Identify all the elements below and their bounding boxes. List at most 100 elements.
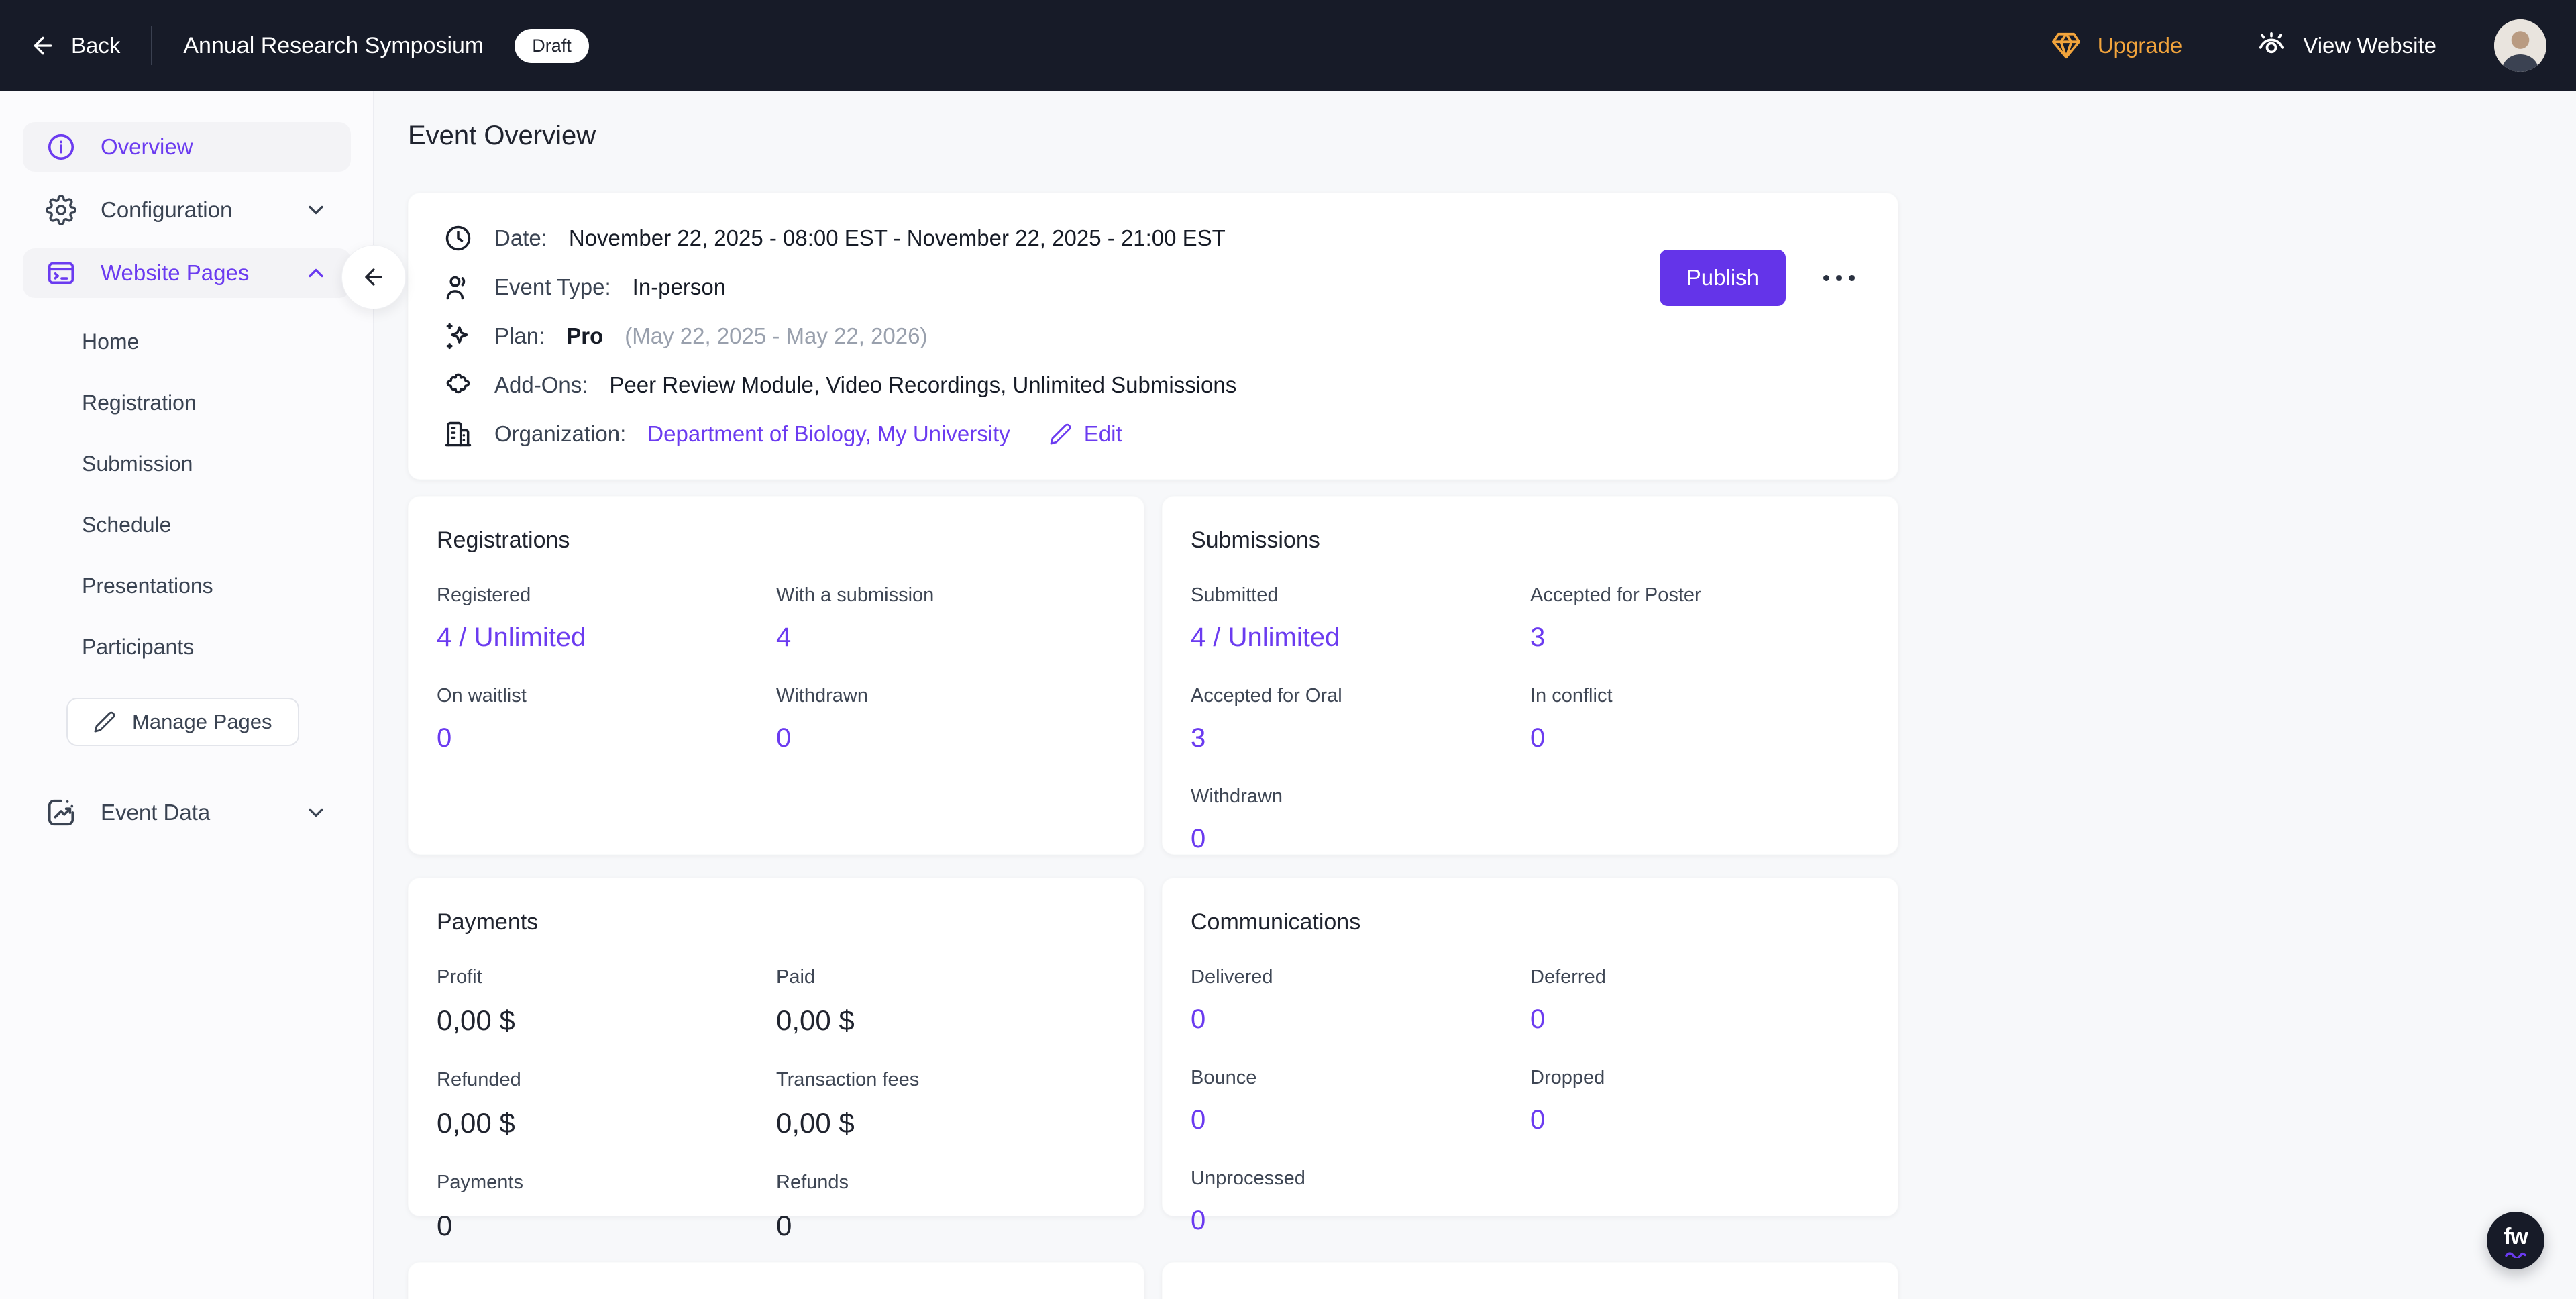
chevron-down-icon — [309, 205, 323, 215]
addons-label: Add-Ons: — [494, 372, 588, 397]
stat-value: 0,00 $ — [437, 1004, 515, 1036]
stat-value: 0,00 $ — [776, 1107, 855, 1139]
sparkles-icon — [446, 323, 468, 350]
stat-value-link[interactable]: 0 — [1530, 1105, 1546, 1135]
event-type-value: In-person — [632, 274, 727, 299]
stat-accepted-poster: Accepted for Poster 3 — [1530, 584, 1701, 652]
stat-value: 0 — [437, 1210, 453, 1241]
back-label: Back — [71, 33, 121, 58]
stat-grid: Profit 0,00 $ Paid 0,00 $ Refunded 0,00 … — [437, 966, 1116, 1242]
sidebar-item-label: Event Data — [101, 800, 211, 825]
addon-burst-icon — [446, 373, 470, 394]
sidebar-subitem-schedule[interactable]: Schedule — [82, 513, 172, 537]
sidebar-subitem-participants[interactable]: Participants — [82, 635, 195, 659]
stat-transaction-fees: Transaction fees 0,00 $ — [776, 1069, 920, 1139]
addons-value: Peer Review Module, Video Recordings, Un… — [609, 372, 1237, 397]
logo-squiggle-icon — [2505, 1251, 2526, 1258]
topbar-divider — [151, 26, 153, 65]
gem-icon — [2051, 32, 2080, 59]
stat-value-link[interactable]: 4 / Unlimited — [1191, 623, 1340, 652]
gear-icon — [46, 195, 76, 225]
sidebar-item-overview[interactable]: Overview — [23, 122, 351, 172]
clock-icon — [445, 225, 471, 251]
back-button[interactable]: Back — [30, 32, 120, 59]
chevron-up-icon — [309, 268, 323, 278]
manage-pages-button[interactable]: Manage Pages — [66, 698, 299, 746]
stat-value-link[interactable]: 3 — [1191, 723, 1206, 753]
sidebar-subitem-registration[interactable]: Registration — [82, 391, 197, 415]
stat-value-link[interactable]: 0 — [1191, 1105, 1206, 1135]
date-label: Date: — [494, 225, 547, 250]
data-icon — [48, 799, 74, 826]
pencil-icon — [1050, 423, 1071, 445]
stat-refunds-count: Refunds 0 — [776, 1172, 849, 1241]
ellipsis-icon — [1823, 274, 1829, 281]
avatar-person-icon — [2494, 19, 2546, 72]
submissions-card: Submissions Submitted 4 / Unlimited Acce… — [1162, 496, 1898, 855]
stat-value-link[interactable]: 0 — [776, 723, 792, 753]
sidebar-item-event-data[interactable]: Event Data — [23, 788, 351, 837]
plan-period: (May 22, 2025 - May 22, 2026) — [625, 323, 928, 348]
fourwaves-fab-button[interactable]: fw — [2487, 1212, 2544, 1269]
stat-grid: Delivered 0 Deferred 0 Bounce 0 Dropped … — [1191, 966, 1870, 1236]
manage-pages-label: Manage Pages — [132, 710, 272, 733]
stat-value-link[interactable]: 4 / Unlimited — [437, 623, 586, 652]
sidebar-item-label: Overview — [101, 134, 193, 159]
edit-organization-button[interactable]: Edit — [1049, 421, 1122, 447]
main-content: Event Overview Date: November 22, 2025 -… — [374, 91, 2576, 1299]
stat-value-link[interactable]: 3 — [1530, 623, 1546, 652]
avatar[interactable] — [2494, 19, 2546, 72]
organization-link[interactable]: Department of Biology, My University — [647, 421, 1010, 446]
more-options-button[interactable] — [1815, 267, 1863, 289]
view-website-button[interactable]: View Website — [2256, 30, 2436, 61]
chevron-down-icon — [309, 808, 323, 817]
stat-value: 0,00 $ — [776, 1004, 855, 1036]
stat-value-link[interactable]: 0 — [1530, 723, 1546, 753]
stat-in-conflict: In conflict 0 — [1530, 685, 1613, 753]
card-title: Registrations — [437, 527, 570, 553]
edit-label: Edit — [1083, 421, 1122, 446]
stat-unprocessed: Unprocessed 0 — [1191, 1167, 1305, 1235]
sidebar-item-configuration[interactable]: Configuration — [23, 185, 351, 235]
stat-deferred: Deferred 0 — [1530, 966, 1606, 1034]
plan-row: Plan: Pro (May 22, 2025 - May 22, 2026) — [443, 321, 1660, 352]
stats-row-1: Registrations Registered 4 / Unlimited W… — [408, 496, 1898, 855]
sidebar-subitem-presentations[interactable]: Presentations — [82, 574, 213, 598]
registrations-card: Registrations Registered 4 / Unlimited W… — [408, 496, 1144, 855]
upgrade-label: Upgrade — [2097, 33, 2183, 58]
back-arrow-icon — [34, 36, 52, 55]
fourwaves-logo: fw — [2504, 1223, 2528, 1249]
publish-button[interactable]: Publish — [1659, 250, 1786, 306]
partial-card-right — [1162, 1262, 1898, 1299]
sidebar-subitem-home[interactable]: Home — [82, 329, 140, 354]
stat-value-link[interactable]: 4 — [776, 623, 792, 652]
stat-value-link[interactable]: 0 — [437, 723, 452, 753]
event-type-label: Event Type: — [494, 274, 611, 299]
card-title: Payments — [437, 909, 539, 935]
stat-delivered: Delivered 0 — [1191, 966, 1273, 1034]
stat-registered: Registered 4 / Unlimited — [437, 584, 586, 652]
date-row: Date: November 22, 2025 - 08:00 EST - No… — [443, 223, 1660, 254]
browser-icon — [48, 262, 74, 284]
stat-value-link[interactable]: 0 — [1191, 1206, 1206, 1235]
pencil-icon — [94, 711, 115, 733]
person-icon — [446, 276, 466, 300]
sidebar-collapse-button[interactable] — [341, 245, 406, 309]
stat-submitted: Submitted 4 / Unlimited — [1191, 584, 1340, 652]
plan-label: Plan: — [494, 323, 545, 348]
upgrade-button[interactable]: Upgrade — [2051, 30, 2183, 61]
top-bar: Back Annual Research Symposium Draft Upg… — [0, 0, 2576, 91]
ellipsis-icon — [1836, 274, 1842, 281]
stat-withdrawn: Withdrawn 0 — [1191, 786, 1283, 853]
ellipsis-icon — [1849, 274, 1855, 281]
stats-row-3 — [408, 1262, 1898, 1299]
stat-refunded: Refunded 0,00 $ — [437, 1069, 521, 1139]
stat-paid: Paid 0,00 $ — [776, 966, 855, 1036]
stat-value-link[interactable]: 0 — [1191, 1004, 1206, 1034]
sidebar-item-website-pages[interactable]: Website Pages — [23, 248, 351, 298]
stat-value-link[interactable]: 0 — [1530, 1004, 1546, 1034]
sidebar: Overview Configuration Website Pages Hom… — [0, 91, 406, 1299]
stat-with-submission: With a submission 4 — [776, 584, 934, 652]
sidebar-subitem-submission[interactable]: Submission — [82, 452, 193, 476]
stat-value-link[interactable]: 0 — [1191, 824, 1206, 853]
